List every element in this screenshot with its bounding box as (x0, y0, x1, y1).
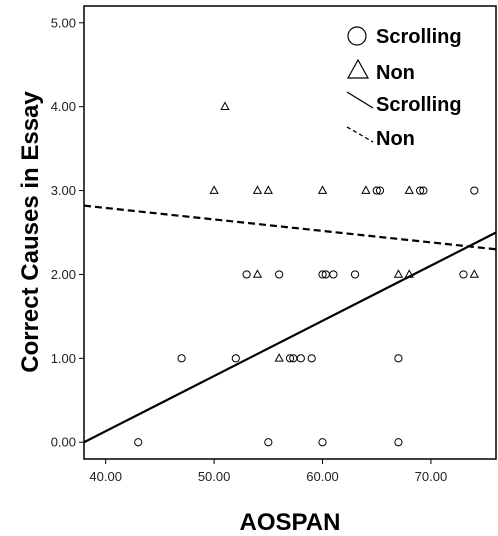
point-scrolling (394, 354, 403, 363)
plot-frame (83, 5, 497, 460)
point-non (252, 185, 263, 194)
point-scrolling (134, 438, 143, 447)
plot-area (84, 101, 496, 447)
y-axis: 0.00 1.00 2.00 3.00 4.00 5.00 (51, 15, 84, 450)
legend-label: Non (376, 62, 415, 84)
x-tick-label: 40.00 (89, 469, 122, 484)
point-scrolling (318, 270, 327, 279)
legend: Scrolling Non Scrolling Non (346, 26, 462, 150)
point-scrolling (329, 270, 338, 279)
y-tick-label: 0.00 (51, 435, 76, 450)
point-non (404, 185, 414, 194)
legend-symbol-dashed-line (346, 126, 374, 143)
point-scrolling (372, 186, 381, 195)
y-tick-label: 3.00 (51, 183, 76, 198)
fit-line-dashed (84, 204, 496, 251)
point-scrolling (470, 186, 479, 195)
point-non (220, 101, 230, 110)
legend-symbol-solid-line (346, 91, 374, 109)
legend-label: Scrolling (376, 26, 462, 48)
point-non (209, 185, 219, 194)
point-non (404, 269, 414, 278)
x-tick-label: 70.00 (415, 469, 448, 484)
legend-symbol-triangle (346, 58, 370, 79)
point-scrolling (285, 354, 295, 363)
point-scrolling (350, 270, 360, 279)
point-non (252, 269, 263, 278)
legend-label: Non (376, 128, 415, 150)
fit-line-solid (84, 231, 496, 444)
point-scrolling (307, 354, 316, 363)
point-scrolling (419, 186, 428, 195)
point-scrolling (231, 354, 240, 363)
legend-label: Scrolling (376, 94, 462, 116)
point-non (393, 269, 404, 278)
point-scrolling (375, 186, 385, 195)
point-scrolling (264, 438, 273, 447)
y-tick-label: 4.00 (51, 99, 76, 114)
legend-symbol-circle (347, 26, 367, 46)
point-non (317, 185, 328, 194)
point-non (469, 269, 479, 278)
point-scrolling (242, 270, 251, 279)
point-non (263, 185, 273, 194)
point-scrolling (459, 270, 468, 279)
x-axis: 40.00 50.00 60.00 70.00 (89, 459, 447, 484)
y-tick-label: 1.00 (51, 351, 76, 366)
point-scrolling (177, 354, 186, 363)
point-scrolling (394, 438, 403, 447)
point-scrolling (318, 438, 327, 447)
point-scrolling (416, 186, 425, 195)
y-tick-label: 5.00 (51, 15, 76, 30)
point-scrolling (275, 270, 284, 279)
y-axis-title: Correct Causes in Essay (17, 91, 44, 373)
x-axis-title: AOSPAN (240, 509, 341, 536)
x-tick-label: 60.00 (306, 469, 339, 484)
point-non (361, 185, 371, 194)
point-scrolling (296, 354, 305, 363)
y-tick-label: 2.00 (51, 267, 76, 282)
point-non (274, 353, 284, 362)
x-tick-label: 50.00 (198, 469, 231, 484)
